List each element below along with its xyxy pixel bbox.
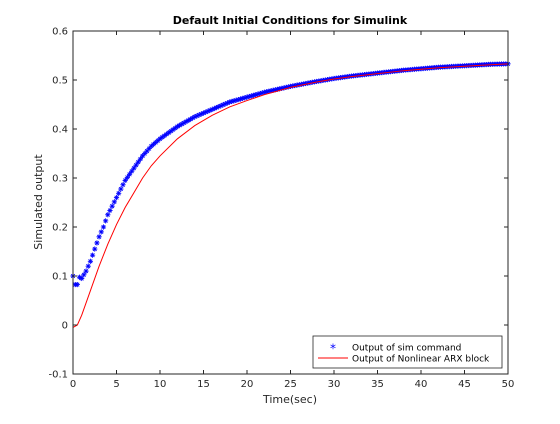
legend-label-arx: Output of Nonlinear ARX block — [352, 355, 490, 365]
y-tick-label: 0.4 — [52, 125, 68, 136]
x-tick-label: 0 — [70, 379, 76, 390]
y-axis-label: Simulated output — [32, 154, 45, 250]
x-tick-label: 30 — [328, 379, 341, 390]
legend: * Output of sim command Output of Nonlin… — [313, 336, 502, 368]
data-point-star — [88, 259, 93, 264]
data-point-star — [97, 234, 102, 239]
x-tick-label: 25 — [284, 379, 297, 390]
data-point-star — [103, 218, 108, 223]
legend-marker-sim: * — [330, 342, 336, 356]
y-tick-label: 0.2 — [52, 223, 68, 234]
x-tick-label: 10 — [154, 379, 167, 390]
y-tick-label: 0.1 — [52, 272, 68, 283]
x-axis-label: Time(sec) — [262, 393, 317, 406]
y-tick-label: -0.1 — [48, 370, 68, 381]
chart-title: Default Initial Conditions for Simulink — [173, 14, 408, 27]
legend-label-sim: Output of sim command — [352, 344, 461, 354]
data-point-star — [86, 264, 91, 269]
x-tick-label: 50 — [502, 379, 515, 390]
x-tick-label: 40 — [415, 379, 428, 390]
data-point-star — [75, 282, 80, 287]
x-tick-label: 20 — [241, 379, 254, 390]
data-point-star — [99, 229, 104, 234]
y-tick-label: 0.5 — [52, 76, 68, 87]
plot-background — [73, 31, 508, 374]
x-tick-label: 5 — [113, 379, 119, 390]
y-tick-label: 0.3 — [52, 174, 68, 185]
y-tick-label: 0 — [62, 321, 68, 332]
x-tick-label: 45 — [458, 379, 471, 390]
y-tick-label: 0.6 — [52, 27, 68, 38]
data-point-star — [92, 246, 97, 251]
x-tick-label: 35 — [371, 379, 384, 390]
x-tick-label: 15 — [197, 379, 210, 390]
